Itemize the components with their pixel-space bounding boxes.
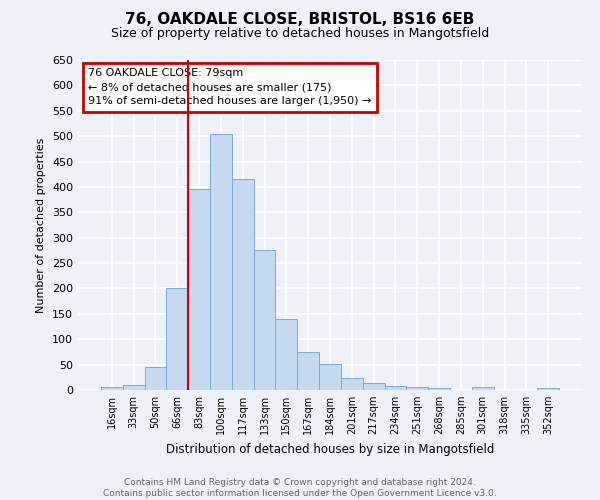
Bar [428,388,450,390]
Bar [537,388,559,390]
X-axis label: Distribution of detached houses by size in Mangotsfield: Distribution of detached houses by size … [166,442,494,456]
Bar [210,134,232,390]
Bar [275,319,297,390]
Bar [123,385,145,390]
Bar [406,387,428,390]
Bar [101,388,123,390]
Bar [145,367,166,390]
Bar [385,386,406,390]
Bar [297,352,319,390]
Text: 76 OAKDALE CLOSE: 79sqm
← 8% of detached houses are smaller (175)
91% of semi-de: 76 OAKDALE CLOSE: 79sqm ← 8% of detached… [88,68,371,106]
Bar [166,288,188,390]
Bar [341,378,363,390]
Bar [254,250,275,390]
Text: 76, OAKDALE CLOSE, BRISTOL, BS16 6EB: 76, OAKDALE CLOSE, BRISTOL, BS16 6EB [125,12,475,28]
Text: Contains HM Land Registry data © Crown copyright and database right 2024.
Contai: Contains HM Land Registry data © Crown c… [103,478,497,498]
Bar [188,190,210,390]
Bar [319,364,341,390]
Text: Size of property relative to detached houses in Mangotsfield: Size of property relative to detached ho… [111,28,489,40]
Bar [472,387,494,390]
Y-axis label: Number of detached properties: Number of detached properties [37,138,46,312]
Bar [363,384,385,390]
Bar [232,180,254,390]
